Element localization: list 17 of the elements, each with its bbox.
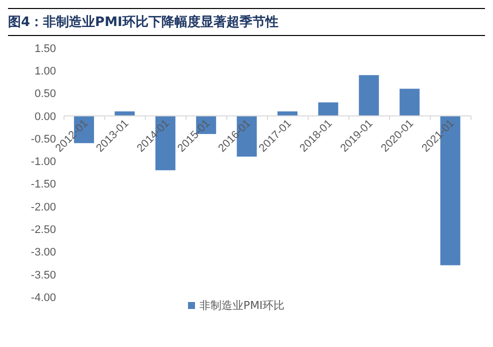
bar xyxy=(358,75,379,116)
y-tick-label: -2.00 xyxy=(30,201,56,214)
y-tick-label: -3.50 xyxy=(30,269,56,282)
y-tick-label: 0.00 xyxy=(34,110,56,123)
chart-title: 图4：非制造业PMI环比下降幅度显著超季节性 xyxy=(8,8,485,36)
y-tick-label: -0.50 xyxy=(30,133,56,146)
legend-label: 非制造业PMI环比 xyxy=(199,299,285,312)
y-tick-label: 0.50 xyxy=(34,88,56,100)
y-tick-label: 1.00 xyxy=(34,66,56,78)
y-tick-label: -1.50 xyxy=(30,178,56,191)
y-tick-label: -1.00 xyxy=(30,156,56,168)
y-tick-label: -3.00 xyxy=(30,246,56,259)
bar xyxy=(318,102,338,116)
y-tick-label: 1.50 xyxy=(34,42,56,55)
y-tick-label: -2.50 xyxy=(30,224,56,236)
y-tick-label: -4.00 xyxy=(30,292,56,304)
bar xyxy=(400,88,420,116)
